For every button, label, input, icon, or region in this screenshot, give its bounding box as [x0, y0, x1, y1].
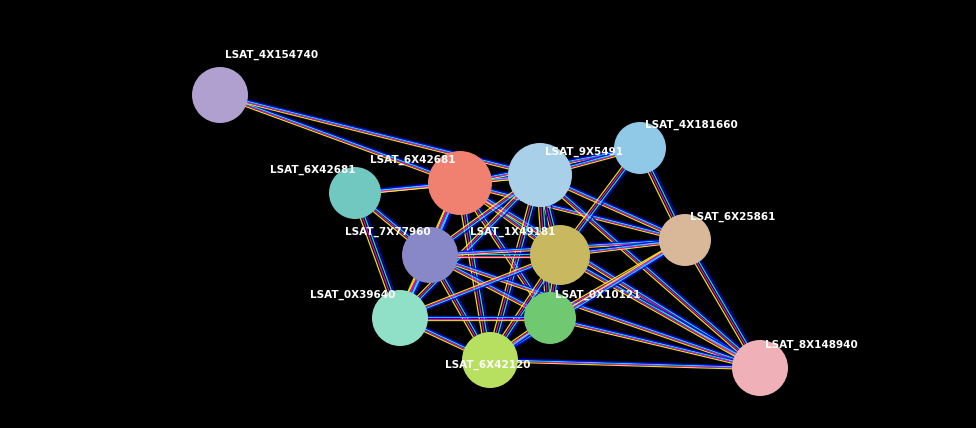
Text: LSAT_0X10121: LSAT_0X10121 [555, 290, 640, 300]
Text: LSAT_4X181660: LSAT_4X181660 [645, 120, 738, 130]
Text: LSAT_6X42681: LSAT_6X42681 [270, 165, 355, 175]
Text: LSAT_9X5491: LSAT_9X5491 [545, 147, 623, 157]
Text: LSAT_4X154740: LSAT_4X154740 [225, 50, 318, 60]
Ellipse shape [508, 143, 572, 207]
Ellipse shape [614, 122, 666, 174]
Ellipse shape [524, 292, 576, 344]
Text: LSAT_6X42120: LSAT_6X42120 [445, 360, 531, 370]
Ellipse shape [428, 151, 492, 215]
Text: LSAT_1X49181: LSAT_1X49181 [470, 227, 555, 237]
Text: LSAT_8X148940: LSAT_8X148940 [765, 340, 858, 350]
Ellipse shape [659, 214, 711, 266]
Text: LSAT_6X25861: LSAT_6X25861 [690, 212, 775, 222]
Ellipse shape [329, 167, 381, 219]
Text: LSAT_6X42681: LSAT_6X42681 [370, 155, 456, 165]
Ellipse shape [192, 67, 248, 123]
Text: LSAT_0X39640: LSAT_0X39640 [310, 290, 395, 300]
Ellipse shape [732, 340, 788, 396]
Ellipse shape [372, 290, 428, 346]
Ellipse shape [530, 225, 590, 285]
Ellipse shape [402, 227, 458, 283]
Text: LSAT_7X77960: LSAT_7X77960 [345, 227, 430, 237]
Ellipse shape [462, 332, 518, 388]
